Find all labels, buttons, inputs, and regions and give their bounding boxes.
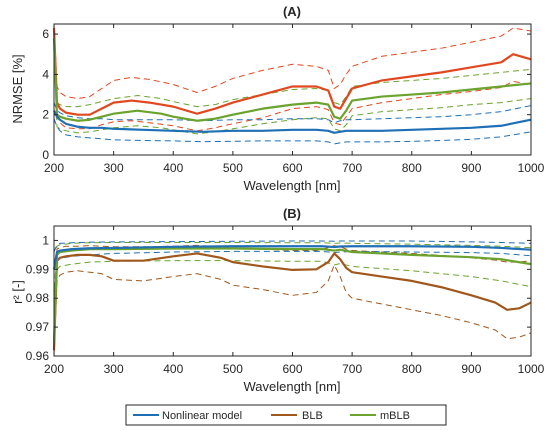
panel-b-mblb-mean-line (52, 247, 532, 342)
panel-b-x-tick-label: 800 (402, 362, 422, 376)
panel-b-blb-mean-line (52, 252, 532, 351)
panel-a-x-tick-label: 600 (282, 161, 302, 175)
panel-b-y-tick-label: 0.98 (26, 291, 50, 305)
panel-a-x-tick-label: 300 (104, 161, 124, 175)
panel-a-y-axis-label: NRMSE [%] (10, 54, 25, 123)
panel-a-x-tick-label: 800 (402, 161, 422, 175)
legend-item-nonlinear-model: Nonlinear model (133, 410, 242, 422)
legend-label-nonlinear-model: Nonlinear model (162, 410, 242, 422)
panel-b-y-axis-label: r² [-] (10, 280, 25, 304)
panel-b-y-tick-label: 1 (42, 233, 49, 247)
panel-b-x-tick-label: 500 (223, 362, 243, 376)
panel-b-x-tick-label: 400 (163, 362, 183, 376)
panel-b-mblb-upper-bound-line (53, 241, 532, 299)
panel-a-x-tick-label: 1000 (518, 161, 545, 175)
panel-b-x-tick-label: 900 (461, 362, 481, 376)
legend-item-blb: BLB (271, 410, 323, 422)
panel-a-x-tick-label: 700 (342, 161, 362, 175)
panel-a-nonlinear-model-upper-bound-line (53, 102, 532, 124)
panel-a-nonlinear-model-lower-bound-line (53, 118, 532, 145)
panel-a-blb-upper-bound-line (53, 23, 532, 100)
panel-b-y-tick-label: 0.96 (26, 349, 50, 363)
panel-b-x-tick-label: 200 (44, 362, 64, 376)
panel-a-x-tick-label: 200 (44, 161, 64, 175)
panel-b-x-tick-label: 1000 (518, 362, 545, 376)
panel-b-nonlinear-model-mean-line (52, 245, 532, 270)
legend-label-mblb: mBLB (380, 410, 410, 422)
panel-b-series (52, 240, 532, 357)
panel-a-blb-mean-line (52, 27, 532, 116)
panel-b-mblb-lower-bound-line (53, 260, 532, 351)
panel-a-nonlinear-model-mean-line (53, 110, 532, 134)
panel-b-x-tick-label: 300 (104, 362, 124, 376)
legend-item-mblb: mBLB (350, 410, 410, 422)
panel-a-mblb-lower-bound-line (53, 44, 532, 135)
panel-a-y-tick-label: 0 (42, 148, 49, 162)
panel-a-x-axis-label: Wavelength [nm] (243, 178, 340, 193)
panel-b-x-axis-label: Wavelength [nm] (243, 379, 340, 394)
panel-b-nonlinear-model-upper-bound-line (53, 240, 532, 253)
legend: Nonlinear model BLB mBLB (125, 404, 447, 426)
panel-a-title: (A) (283, 4, 301, 19)
panel-a-x-tick-label: 900 (461, 161, 481, 175)
panel-a-x-tick-label: 400 (163, 161, 183, 175)
panel-a-mblb-mean-line (52, 38, 532, 122)
panel-b-y-tick-label: 0.99 (26, 262, 50, 276)
panel-b-x-ticks: 200 300 400 500 600 700 800 900 1000 (44, 226, 545, 376)
panel-a-mblb-upper-bound-line (53, 32, 532, 108)
panel-b-y-tick-label: 0.97 (26, 320, 50, 334)
panel-b-y-ticks: 0.96 0.97 0.98 0.99 1 (26, 233, 531, 363)
panel-a: (A) 200 300 400 500 600 700 800 900 1000 0 2 4 6 Wa… (10, 4, 545, 193)
panel-a-y-tick-label: 2 (42, 108, 49, 122)
legend-label-blb: BLB (302, 410, 323, 422)
panel-b-x-tick-label: 700 (342, 362, 362, 376)
panel-a-blb-lower-bound-line (53, 34, 532, 132)
panel-a-y-tick-label: 4 (42, 67, 49, 81)
panel-a-x-ticks: 200 300 400 500 600 700 800 900 1000 (44, 24, 545, 175)
panel-a-x-tick-label: 500 (223, 161, 243, 175)
panel-b-title: (B) (283, 206, 301, 221)
panel-b-x-tick-label: 600 (282, 362, 302, 376)
panel-a-series (52, 23, 532, 145)
panel-a-y-tick-label: 6 (42, 27, 49, 41)
panel-b: (B) 200 300 400 500 600 700 800 900 1000 0.960.9… (10, 206, 545, 394)
panel-a-y-ticks: 0 2 4 6 (42, 27, 531, 162)
